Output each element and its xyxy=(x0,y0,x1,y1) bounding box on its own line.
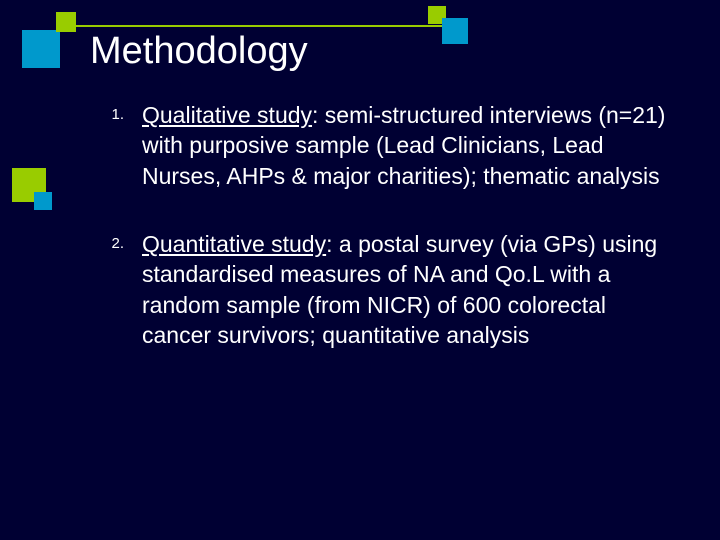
list-item: 1. Qualitative study: semi-structured in… xyxy=(100,100,670,191)
list-number: 1. xyxy=(100,100,142,191)
decor-square xyxy=(56,12,76,32)
list-text: Quantitative study: a postal survey (via… xyxy=(142,229,670,350)
list-text: Qualitative study: semi-structured inter… xyxy=(142,100,670,191)
list-lead: Qualitative study xyxy=(142,102,312,128)
decor-square xyxy=(442,18,468,44)
slide-body: 1. Qualitative study: semi-structured in… xyxy=(100,100,670,389)
list-lead: Quantitative study xyxy=(142,231,326,257)
list-item: 2. Quantitative study: a postal survey (… xyxy=(100,229,670,350)
decor-square xyxy=(22,30,60,68)
list-number: 2. xyxy=(100,229,142,350)
slide-title: Methodology xyxy=(90,30,308,73)
decor-square xyxy=(34,192,52,210)
